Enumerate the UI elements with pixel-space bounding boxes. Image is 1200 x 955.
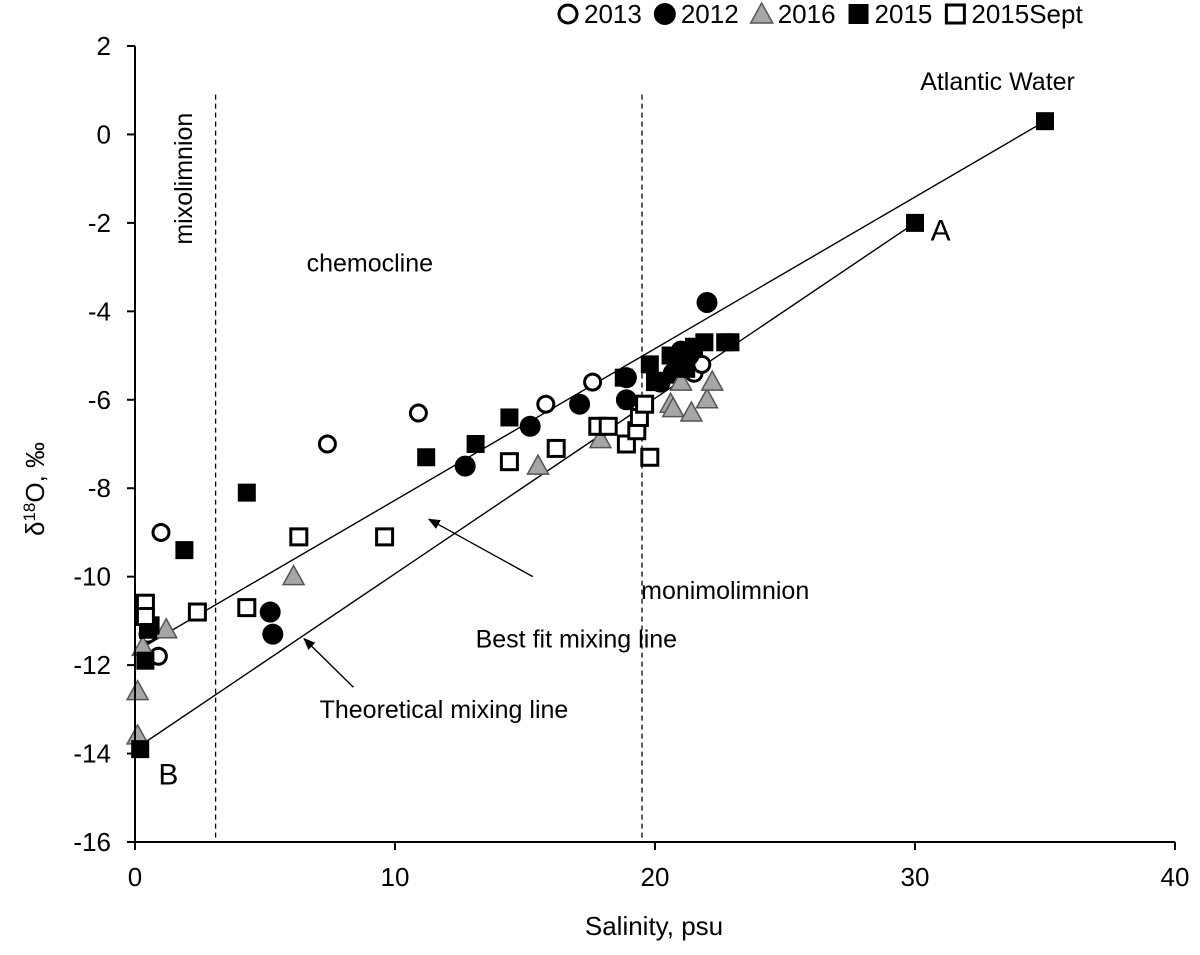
annotation: mixolimnion xyxy=(170,113,198,245)
data-point xyxy=(289,527,309,547)
y-tick-label: -2 xyxy=(88,208,111,238)
data-point xyxy=(136,651,155,670)
y-tick-label: -4 xyxy=(88,296,111,326)
annotation-arrow xyxy=(427,518,534,578)
data-point xyxy=(375,527,395,547)
data-point xyxy=(695,333,714,352)
data-point xyxy=(661,396,685,418)
data-point xyxy=(125,679,150,701)
legend-label: 2015 xyxy=(875,0,933,29)
data-point xyxy=(695,387,719,409)
data-point xyxy=(906,213,924,232)
axes: 0 10 20 30 40 -16 -14 -12 -10 -8 -6 -4 -2 0 2 xyxy=(73,31,1189,892)
data-point xyxy=(175,541,194,560)
annotation: Atlantic Water xyxy=(920,68,1075,96)
data-point xyxy=(454,455,476,477)
series-2015sept xyxy=(135,394,660,626)
y-tick-label: 2 xyxy=(97,31,111,61)
annotation: B xyxy=(158,759,178,792)
data-point xyxy=(262,623,284,645)
data-point xyxy=(546,438,566,458)
data-point xyxy=(700,369,724,391)
data-point xyxy=(679,400,704,422)
axis-labels: Salinity, psu δ18O, ‰ xyxy=(20,442,724,941)
data-point xyxy=(646,373,664,392)
y-tick-label: -8 xyxy=(88,473,111,503)
x-tick-label: 40 xyxy=(1161,862,1190,892)
legend-marker xyxy=(848,4,869,24)
data-point xyxy=(640,355,659,374)
data-point xyxy=(583,372,603,392)
data-point xyxy=(259,601,281,623)
data-point xyxy=(151,522,171,542)
data-point xyxy=(237,483,256,502)
data-point xyxy=(187,602,207,622)
data-point xyxy=(677,359,696,378)
data-point xyxy=(500,408,519,427)
data-point xyxy=(615,389,637,411)
legend-label: 2012 xyxy=(681,0,739,29)
y-tick-label: -14 xyxy=(73,739,111,769)
y-tick-label: -16 xyxy=(73,827,111,857)
mixing-line xyxy=(134,222,916,750)
data-point xyxy=(154,617,178,639)
data-point xyxy=(237,598,257,618)
legend-label: 2013 xyxy=(584,0,642,29)
x-tick-label: 10 xyxy=(381,862,410,892)
annotation: Theoretical mixing line xyxy=(320,696,569,724)
legend-marker xyxy=(944,3,966,25)
data-point xyxy=(408,403,428,423)
legend-item: 2015Sept xyxy=(944,0,1083,29)
series-2016 xyxy=(125,369,724,745)
y-tick-label: -12 xyxy=(73,650,111,680)
legend-marker xyxy=(653,3,676,25)
plot-area: mixolimnion chemocline monimolimnion Atlant… xyxy=(125,68,1075,842)
data-point xyxy=(135,606,155,626)
annotation: A xyxy=(931,215,951,248)
legend-item: 2013 xyxy=(557,0,642,29)
annotation-arrow xyxy=(303,637,354,688)
data-point xyxy=(640,447,660,467)
y-tick-label: -6 xyxy=(88,385,111,415)
data-point xyxy=(317,434,337,454)
y-tick-label: 0 xyxy=(97,119,111,149)
data-point xyxy=(721,333,740,352)
data-point xyxy=(696,291,718,313)
data-point xyxy=(536,394,556,414)
data-point xyxy=(661,346,680,365)
data-point xyxy=(131,740,150,759)
annotation: Best fit mixing line xyxy=(476,625,677,653)
legend-label: 2015Sept xyxy=(971,0,1083,29)
legend: 2013 2012 2016 2015 2015Sept xyxy=(557,0,1083,29)
x-tick-label: 0 xyxy=(128,862,142,892)
data-point xyxy=(635,394,655,414)
data-point xyxy=(466,435,485,453)
annotation: chemocline xyxy=(307,250,433,278)
annotation: monimolimnion xyxy=(641,577,809,605)
data-point xyxy=(1036,112,1054,131)
legend-marker xyxy=(557,3,579,25)
data-point xyxy=(614,368,633,387)
x-tick-label: 20 xyxy=(641,862,670,892)
legend-marker xyxy=(749,1,774,24)
legend-label: 2016 xyxy=(778,0,836,29)
legend-item: 2016 xyxy=(749,0,836,29)
legend-item: 2015 xyxy=(848,0,933,29)
legend-item: 2012 xyxy=(653,0,739,29)
data-point xyxy=(519,415,541,437)
x-tick-label: 30 xyxy=(901,862,930,892)
data-point xyxy=(669,369,693,391)
data-point xyxy=(526,453,550,475)
x-axis-label: Salinity, psu xyxy=(585,911,723,941)
data-point xyxy=(281,564,306,586)
data-point xyxy=(598,416,618,436)
data-point xyxy=(417,448,436,467)
y-tick-label: -10 xyxy=(73,562,111,592)
data-point xyxy=(588,427,613,449)
data-point xyxy=(569,393,591,415)
y-axis-label: δ18O, ‰ xyxy=(20,442,51,536)
data-point xyxy=(499,452,519,472)
